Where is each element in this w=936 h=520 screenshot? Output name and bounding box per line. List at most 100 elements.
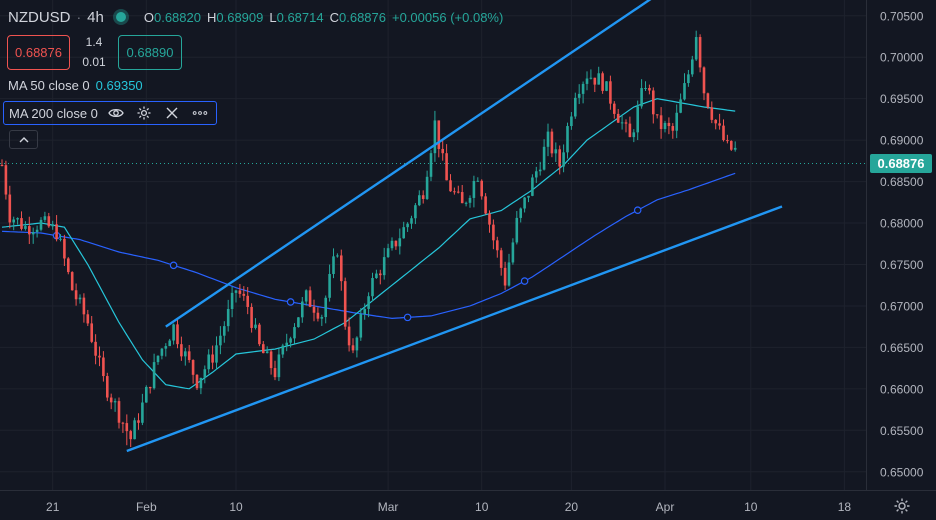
candle (507, 253, 511, 287)
market-open-icon (115, 12, 126, 22)
candle (12, 216, 15, 231)
ma200-marker (403, 313, 412, 322)
candle (262, 341, 265, 354)
candle-body (484, 196, 487, 214)
candle-body (460, 192, 464, 204)
candle-body (226, 308, 230, 327)
candle-body (312, 306, 316, 313)
candle (156, 355, 160, 365)
candle-body (414, 205, 417, 219)
candle-body (117, 401, 121, 423)
candle (418, 190, 421, 207)
candle-body (285, 342, 288, 346)
ma200-legend[interactable]: MA 200 close 0 (3, 101, 217, 125)
ma50-value: 0.69350 (95, 78, 143, 93)
candle (90, 316, 93, 344)
candle-body (558, 149, 561, 167)
candle (414, 203, 417, 225)
candle-body (281, 345, 285, 355)
candle (164, 343, 168, 357)
candle-body (492, 224, 495, 241)
collapse-legend-button[interactable] (9, 130, 38, 149)
candle (437, 120, 441, 158)
buy-button[interactable]: 0.68890 (118, 34, 182, 70)
candle-body (371, 278, 374, 297)
trendlines (126, 0, 783, 453)
candle (242, 286, 246, 301)
candle (675, 104, 678, 139)
candle (457, 185, 460, 194)
candle-body (16, 218, 19, 220)
candle (523, 196, 526, 213)
candle-body (160, 348, 164, 356)
eye-icon[interactable] (108, 105, 124, 121)
close-icon[interactable] (164, 105, 180, 121)
candle (535, 166, 538, 183)
sell-button[interactable]: 0.68876 (7, 34, 70, 70)
candle (476, 177, 480, 182)
candle-body (234, 290, 238, 293)
price-tick-label: 0.69500 (880, 92, 924, 106)
candle (117, 397, 121, 429)
upper-channel-line (165, 0, 652, 328)
symbol-name[interactable]: NZDUSD (8, 8, 71, 26)
candle (78, 294, 82, 304)
time-axis[interactable]: 21 Feb 10 Mar 10 20 Apr 10 18 (0, 490, 936, 515)
price-axis[interactable]: 0.70500 0.70000 0.69500 0.69000 0.68500 0.680… (866, 0, 936, 517)
candle (441, 140, 444, 161)
candle-body (379, 273, 382, 276)
candle (285, 333, 288, 352)
more-icon[interactable] (192, 105, 208, 121)
candle-body (706, 93, 710, 108)
candle-body (98, 355, 101, 358)
candle-body (698, 37, 702, 68)
candle (28, 216, 31, 244)
candle-body (679, 99, 682, 113)
candle-body (168, 340, 171, 347)
candle (86, 309, 90, 327)
candle-body (363, 308, 366, 315)
candle (488, 210, 491, 233)
candle (74, 283, 78, 306)
candle (121, 421, 125, 433)
candle-body (125, 423, 129, 432)
candle (347, 317, 351, 352)
candle (141, 393, 144, 426)
candle (312, 299, 316, 322)
candle (328, 264, 331, 302)
candle-body (172, 324, 175, 341)
candle (593, 77, 597, 93)
candle (566, 122, 569, 159)
candle (234, 289, 238, 303)
trade-panel: 0.68876 1.4 0.01 0.68890 (7, 32, 182, 72)
candle-body (562, 152, 565, 167)
candle-body (258, 324, 261, 345)
candle (652, 87, 655, 124)
candle-body (554, 149, 558, 154)
time-tick-label: Mar (378, 500, 399, 514)
candle-body (129, 431, 132, 440)
candle-body (106, 376, 109, 398)
candle (425, 170, 429, 200)
candle-body (78, 297, 82, 300)
candle (47, 212, 51, 228)
candle (269, 349, 273, 375)
candle-body (47, 216, 51, 227)
candle-body (351, 345, 355, 351)
candle-body (574, 97, 577, 117)
settings-icon[interactable] (136, 105, 152, 121)
candle (55, 215, 58, 242)
candle-body (429, 153, 433, 177)
ma50-legend[interactable]: MA 50 close 0 0.69350 (8, 78, 143, 93)
candle (211, 345, 214, 370)
interval-label[interactable]: 4h (87, 8, 104, 26)
price-tick-label: 0.68500 (880, 175, 924, 189)
candle-body (324, 297, 327, 318)
candle-body (449, 180, 452, 192)
candle (620, 115, 624, 130)
candle-body (375, 273, 378, 279)
gear-icon[interactable] (893, 497, 911, 515)
change-value: +0.00056 (+0.08%) (392, 9, 504, 25)
candle-body (336, 255, 339, 257)
